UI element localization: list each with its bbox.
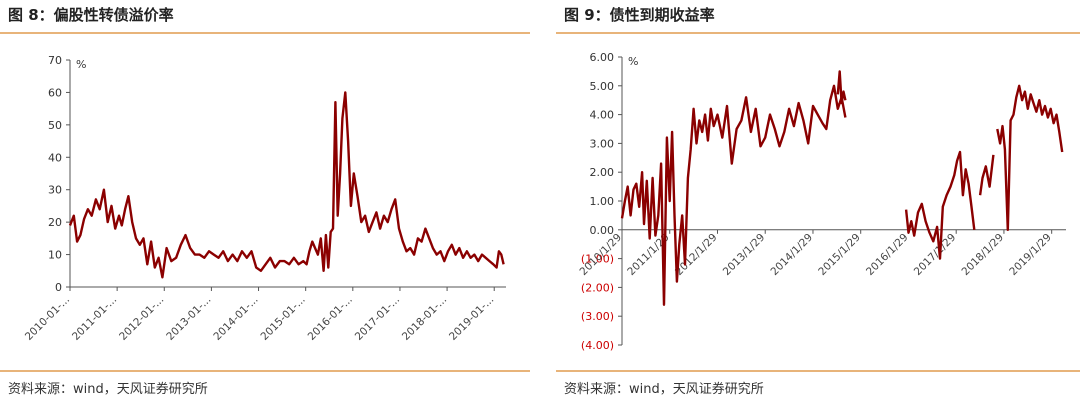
- figure-9-panel: 图 9：债性到期收益率 6.00 5.00 4.00 3.00 2.00 1.00 0.00…: [556, 0, 1080, 409]
- y-tick-label: 70: [48, 54, 62, 67]
- y-tick-label: (2.00): [581, 281, 614, 294]
- x-tick-label: 2012-01-...: [117, 294, 166, 343]
- y-tick-label: (1.00): [581, 253, 614, 266]
- y-tick-label: 0: [55, 281, 62, 294]
- x-tick-label: 2019-01-...: [447, 294, 496, 343]
- x-tick-label: 2013/1/29: [721, 231, 768, 278]
- y-axis-unit: %: [628, 55, 638, 68]
- x-tick-label: 2015/1/29: [816, 231, 863, 278]
- y-tick-label: 50: [48, 119, 62, 132]
- figure-9-source: 资料来源：wind，天风证券研究所: [564, 382, 764, 397]
- x-tick-label: 2014/1/29: [769, 231, 816, 278]
- series-line: [836, 70, 847, 105]
- x-tick-label: 2018-01-...: [400, 294, 449, 343]
- y-tick-label: 10: [48, 249, 62, 262]
- x-tick-label: 2015-01-...: [259, 294, 308, 343]
- series-line: [978, 154, 995, 196]
- figure-8-source: 资料来源：wind，天风证券研究所: [8, 382, 208, 397]
- x-tick-label: 2013-01-...: [164, 294, 213, 343]
- x-tick-label: 2010-01-...: [23, 294, 72, 343]
- top-rule: [556, 32, 1080, 34]
- figure-9-title: 图 9：债性到期收益率: [564, 6, 715, 24]
- y-tick-label: 0.00: [590, 224, 615, 237]
- y-tick-label: 3.00: [590, 137, 615, 150]
- y-tick-label: 2.00: [590, 166, 615, 179]
- series-line: [904, 150, 976, 260]
- y-axis-unit: %: [76, 58, 86, 71]
- x-tick-label: 2014-01-...: [211, 294, 260, 343]
- bottom-rule: [556, 370, 1080, 372]
- top-rule: [0, 32, 530, 34]
- y-tick-label: 40: [48, 151, 62, 164]
- y-tick-label: 1.00: [590, 195, 615, 208]
- x-tick-label: 2011-01-...: [70, 294, 119, 343]
- x-tick-label: 2018/1/29: [959, 231, 1006, 278]
- y-tick-label: (3.00): [581, 310, 614, 323]
- series-line: [68, 91, 505, 279]
- figure-8-panel: 图 8：偏股性转债溢价率 0 10 20 30 40 50 60 70% 2010-01-...…: [0, 0, 530, 409]
- y-tick-label: (4.00): [581, 339, 614, 352]
- y-tick-label: 4.00: [590, 109, 615, 122]
- y-tick-label: 6.00: [590, 51, 615, 64]
- x-tick-label: 2016/1/29: [864, 231, 911, 278]
- y-tick-label: 5.00: [590, 80, 615, 93]
- y-tick-label: 60: [48, 86, 62, 99]
- series-line: [996, 84, 1064, 231]
- bottom-rule: [0, 370, 530, 372]
- y-tick-label: 30: [48, 184, 62, 197]
- x-tick-label: 2017-01-...: [353, 294, 402, 343]
- figure-8-title: 图 8：偏股性转债溢价率: [8, 6, 174, 24]
- series-line: [620, 84, 847, 306]
- x-tick-label: 2019/1/29: [1007, 231, 1054, 278]
- y-tick-label: 20: [48, 216, 62, 229]
- x-tick-label: 2016-01-...: [306, 294, 355, 343]
- ytm-chart: 6.00 5.00 4.00 3.00 2.00 1.00 0.00 (1.00) (2.00)…: [578, 51, 1066, 352]
